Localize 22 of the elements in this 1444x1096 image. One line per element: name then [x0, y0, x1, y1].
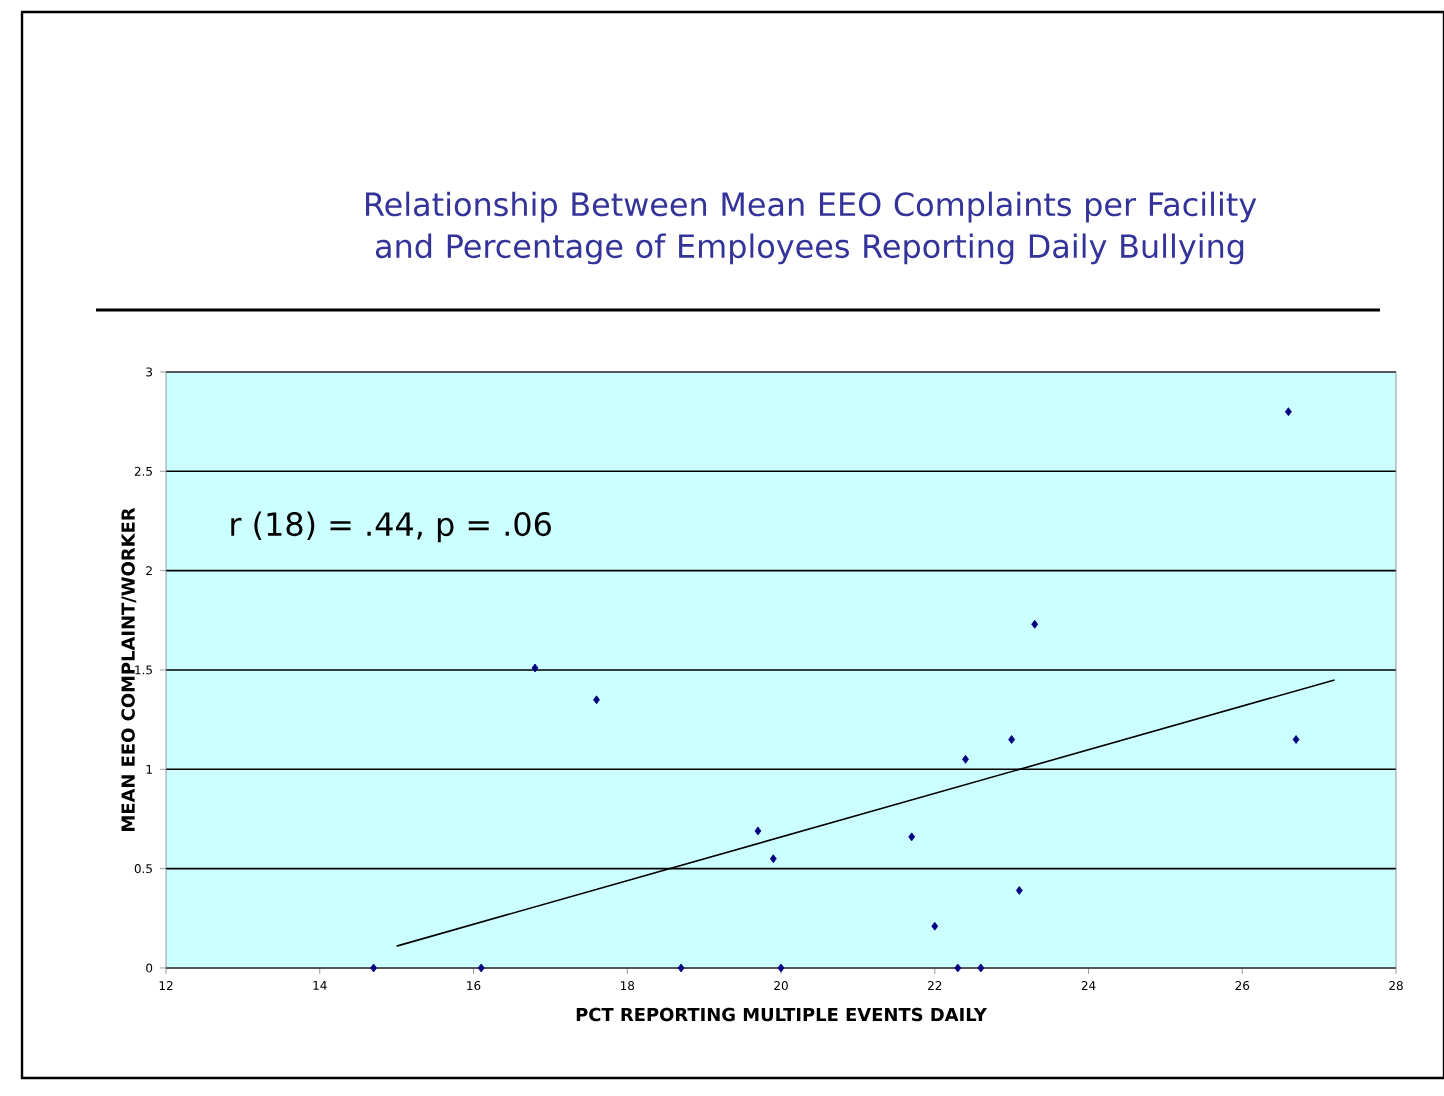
- point: [777, 963, 785, 973]
- point: [754, 826, 762, 836]
- annotation: r (18) = .44, p = .06: [231, 511, 551, 543]
- point: [1284, 407, 1292, 417]
- point: [1015, 886, 1023, 895]
- point: [908, 832, 916, 842]
- x-axis-title: PCT REPORTING MULTIPLE EVENTS DAILY: [576, 1007, 988, 1022]
- point: [954, 963, 962, 973]
- point: [370, 963, 377, 973]
- point: [962, 754, 969, 764]
- point: [477, 963, 485, 973]
- point: [977, 963, 985, 973]
- point: [1031, 619, 1039, 629]
- point: [1292, 735, 1300, 744]
- point: [931, 921, 939, 931]
- point: [769, 854, 777, 864]
- point: [593, 695, 600, 705]
- chart-title: Relationship Between Mean EEO Complaints per Facility and Percentage of Employees Reporting Daily Bullying: [366, 191, 1257, 265]
- point: [1008, 735, 1016, 744]
- y-axis-title: MEAN EEO COMPLAINT/WORKER: [121, 507, 137, 831]
- point: [531, 663, 539, 673]
- point: [677, 963, 685, 973]
